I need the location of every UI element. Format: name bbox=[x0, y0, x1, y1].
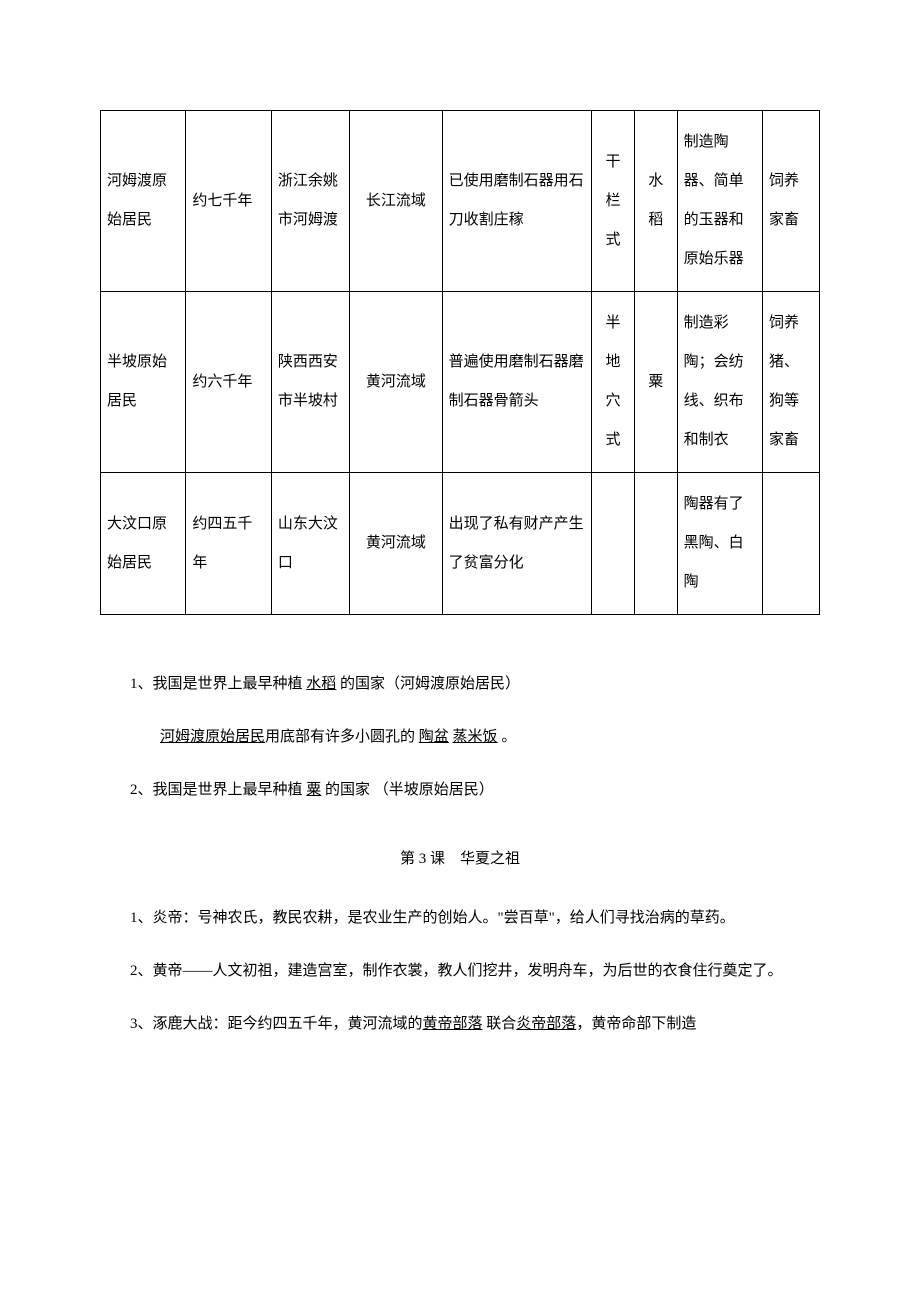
table-cell: 制造陶器、简单的玉器和原始乐器 bbox=[677, 111, 762, 292]
point-3-1: 1、炎帝：号神农氏，教民农耕，是农业生产的创始人。"尝百草"，给人们寻找治病的草… bbox=[100, 899, 820, 938]
document-page: 河姆渡原始居民约七千年浙江余姚市河姆渡长江流域已使用磨制石器用石刀收割庄稼干栏式… bbox=[0, 0, 920, 1302]
table-cell: 浙江余姚市河姆渡 bbox=[271, 111, 349, 292]
underline-rice: 水稻 bbox=[306, 676, 336, 692]
table-cell: 河姆渡原始居民 bbox=[101, 111, 186, 292]
text: 2、我国是世界上最早种植 bbox=[130, 782, 306, 798]
text: 3、涿鹿大战：距今约四五千年，黄河流域的 bbox=[130, 1016, 423, 1032]
table-cell: 水稻 bbox=[634, 111, 677, 292]
point-2: 2、我国是世界上最早种植 粟 的国家 （半坡原始居民） bbox=[100, 771, 820, 810]
table-cell: 饲养猪、狗等家畜 bbox=[763, 292, 820, 473]
underline-huangdi: 黄帝部落 bbox=[423, 1016, 483, 1032]
underline-pot: 陶盆 bbox=[419, 729, 449, 745]
table-cell bbox=[592, 473, 635, 615]
text: 的国家 （半坡原始居民） bbox=[321, 782, 494, 798]
table-cell: 普遍使用磨制石器磨制石器骨箭头 bbox=[442, 292, 592, 473]
text: ，黄帝命部下制造 bbox=[576, 1016, 696, 1032]
underline-steam: 蒸米饭 bbox=[453, 729, 498, 745]
table-cell: 粟 bbox=[634, 292, 677, 473]
table-cell: 半坡原始居民 bbox=[101, 292, 186, 473]
table-cell: 黄河流域 bbox=[350, 473, 443, 615]
table-cell: 干栏式 bbox=[592, 111, 635, 292]
point-1-sub: 河姆渡原始居民用底部有许多小圆孔的 陶盆 蒸米饭 。 bbox=[100, 718, 820, 757]
table-cell: 陕西西安市半坡村 bbox=[271, 292, 349, 473]
table-cell: 约四五千年 bbox=[186, 473, 271, 615]
table-cell: 山东大汶口 bbox=[271, 473, 349, 615]
table-cell: 制造彩陶；会纺线、织布和制衣 bbox=[677, 292, 762, 473]
table-row: 河姆渡原始居民约七千年浙江余姚市河姆渡长江流域已使用磨制石器用石刀收割庄稼干栏式… bbox=[101, 111, 820, 292]
table-cell bbox=[763, 473, 820, 615]
point-3-3: 3、涿鹿大战：距今约四五千年，黄河流域的黄帝部落 联合炎帝部落，黄帝命部下制造 bbox=[100, 1005, 820, 1044]
table-cell: 黄河流域 bbox=[350, 292, 443, 473]
lesson-3-title: 第 3 课 华夏之祖 bbox=[100, 840, 820, 879]
table-row: 半坡原始居民约六千年陕西西安市半坡村黄河流域普遍使用磨制石器磨制石器骨箭头半地穴… bbox=[101, 292, 820, 473]
table-cell: 大汶口原始居民 bbox=[101, 473, 186, 615]
body-text: 1、我国是世界上最早种植 水稻 的国家（河姆渡原始居民） 河姆渡原始居民用底部有… bbox=[100, 665, 820, 1044]
table-cell: 约六千年 bbox=[186, 292, 271, 473]
table-cell: 长江流域 bbox=[350, 111, 443, 292]
table-cell: 半地穴式 bbox=[592, 292, 635, 473]
underline-yandi: 炎帝部落 bbox=[516, 1016, 576, 1032]
text: 用底部有许多小圆孔的 bbox=[265, 729, 419, 745]
comparison-table: 河姆渡原始居民约七千年浙江余姚市河姆渡长江流域已使用磨制石器用石刀收割庄稼干栏式… bbox=[100, 110, 820, 615]
text: 1、我国是世界上最早种植 bbox=[130, 676, 306, 692]
underline-hemudu: 河姆渡原始居民 bbox=[160, 729, 265, 745]
table-cell: 陶器有了黑陶、白陶 bbox=[677, 473, 762, 615]
underline-millet: 粟 bbox=[306, 782, 321, 798]
point-3-2: 2、黄帝——人文初祖，建造宫室，制作衣裳，教人们挖井，发明舟车，为后世的衣食住行… bbox=[100, 952, 820, 991]
table-cell: 饲养家畜 bbox=[763, 111, 820, 292]
table-cell: 约七千年 bbox=[186, 111, 271, 292]
text: 联合 bbox=[483, 1016, 517, 1032]
table-cell: 出现了私有财产产生了贫富分化 bbox=[442, 473, 592, 615]
table-cell bbox=[634, 473, 677, 615]
point-1: 1、我国是世界上最早种植 水稻 的国家（河姆渡原始居民） bbox=[100, 665, 820, 704]
text: 的国家（河姆渡原始居民） bbox=[336, 676, 520, 692]
table-cell: 已使用磨制石器用石刀收割庄稼 bbox=[442, 111, 592, 292]
table-row: 大汶口原始居民约四五千年山东大汶口黄河流域出现了私有财产产生了贫富分化陶器有了黑… bbox=[101, 473, 820, 615]
text: 。 bbox=[498, 729, 517, 745]
